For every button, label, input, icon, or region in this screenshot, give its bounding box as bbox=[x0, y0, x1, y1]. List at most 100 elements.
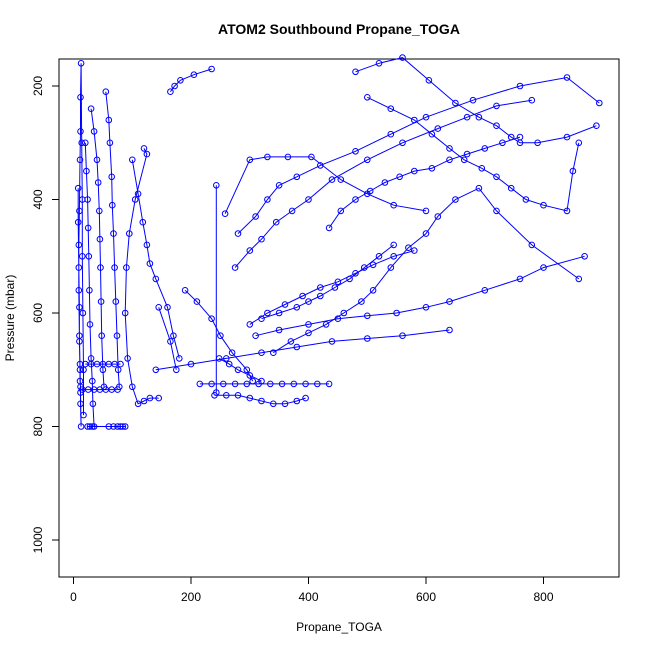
data-point bbox=[299, 292, 306, 300]
data-point bbox=[516, 275, 524, 283]
data-point bbox=[387, 105, 395, 112]
data-point bbox=[390, 241, 398, 249]
series-line bbox=[84, 142, 95, 427]
data-point bbox=[208, 380, 215, 388]
data-point bbox=[422, 304, 430, 311]
data-point bbox=[493, 173, 500, 181]
data-point bbox=[575, 139, 583, 147]
data-point bbox=[317, 292, 324, 300]
data-point bbox=[322, 321, 330, 328]
data-point bbox=[278, 380, 286, 388]
data-point bbox=[223, 392, 230, 399]
data-point bbox=[112, 298, 120, 305]
data-point bbox=[74, 218, 82, 226]
series-10 bbox=[167, 65, 215, 95]
data-point bbox=[246, 321, 254, 328]
data-point bbox=[317, 162, 324, 169]
series-line bbox=[155, 329, 450, 371]
data-point bbox=[364, 156, 371, 164]
data-point bbox=[507, 184, 515, 192]
data-point bbox=[460, 156, 468, 164]
data-point bbox=[208, 315, 215, 323]
data-point bbox=[364, 312, 371, 320]
data-point bbox=[243, 366, 251, 374]
data-point bbox=[390, 252, 398, 260]
data-point bbox=[220, 380, 227, 388]
data-point bbox=[97, 264, 104, 271]
series-4 bbox=[102, 88, 123, 391]
data-point bbox=[110, 423, 117, 430]
data-point bbox=[105, 116, 113, 124]
data-point bbox=[114, 366, 122, 374]
data-point bbox=[352, 148, 359, 155]
data-point bbox=[228, 349, 236, 357]
data-point bbox=[563, 207, 571, 215]
data-point bbox=[381, 179, 389, 186]
series-5 bbox=[84, 423, 129, 430]
series-19 bbox=[231, 96, 536, 271]
series-25 bbox=[258, 241, 398, 323]
data-point bbox=[82, 139, 89, 147]
series-line bbox=[169, 68, 212, 92]
data-point bbox=[528, 96, 536, 104]
data-point bbox=[563, 74, 571, 81]
data-point bbox=[393, 309, 400, 317]
data-point bbox=[281, 400, 289, 408]
series-23 bbox=[325, 133, 524, 232]
data-point bbox=[246, 156, 254, 164]
data-point bbox=[106, 139, 114, 147]
data-point bbox=[425, 77, 433, 84]
data-point bbox=[113, 332, 121, 340]
data-point bbox=[78, 139, 85, 147]
data-point bbox=[173, 366, 180, 374]
data-point bbox=[596, 99, 603, 107]
data-point bbox=[463, 113, 471, 121]
data-point bbox=[375, 252, 383, 260]
data-point bbox=[305, 329, 312, 337]
data-point bbox=[108, 173, 115, 181]
data-point bbox=[434, 125, 442, 132]
series-line bbox=[328, 136, 521, 229]
data-point bbox=[187, 360, 195, 368]
series-21 bbox=[252, 252, 588, 340]
data-point bbox=[83, 167, 90, 175]
data-point bbox=[405, 244, 412, 251]
data-point bbox=[171, 82, 178, 90]
data-point bbox=[493, 207, 500, 215]
data-point bbox=[528, 241, 536, 249]
data-point bbox=[110, 230, 117, 237]
data-point bbox=[139, 218, 147, 226]
data-point bbox=[76, 207, 83, 215]
data-point bbox=[249, 377, 256, 385]
data-point bbox=[109, 201, 116, 209]
data-point bbox=[155, 304, 162, 311]
series-15 bbox=[213, 182, 220, 396]
data-point bbox=[507, 133, 515, 141]
data-point bbox=[287, 338, 295, 345]
data-point bbox=[196, 380, 204, 388]
data-point bbox=[375, 60, 383, 67]
data-point bbox=[246, 247, 254, 254]
data-point bbox=[117, 360, 124, 368]
data-point bbox=[258, 235, 265, 243]
data-point bbox=[89, 377, 96, 385]
data-point bbox=[411, 167, 418, 175]
data-point bbox=[85, 252, 93, 260]
data-point bbox=[215, 355, 223, 362]
data-point bbox=[563, 133, 571, 141]
data-point bbox=[84, 196, 91, 203]
data-point bbox=[221, 210, 229, 217]
data-point bbox=[446, 298, 453, 305]
x-tick-label: 600 bbox=[416, 590, 436, 604]
data-point bbox=[463, 150, 471, 158]
series-11 bbox=[155, 304, 180, 374]
data-point bbox=[129, 156, 136, 164]
data-point bbox=[305, 321, 312, 328]
data-point bbox=[143, 150, 151, 158]
data-point bbox=[337, 176, 345, 183]
data-point bbox=[493, 102, 500, 110]
series-line bbox=[255, 255, 585, 337]
data-point bbox=[143, 241, 151, 249]
data-point bbox=[105, 423, 113, 430]
